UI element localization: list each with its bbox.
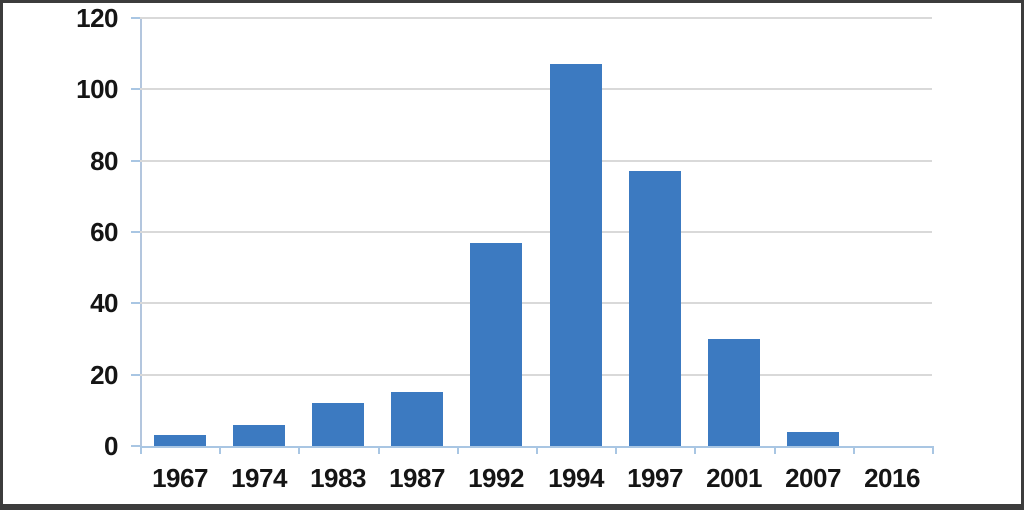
bar-1974: [233, 425, 285, 446]
x-tick-mark-4: [457, 446, 459, 454]
y-tick-label-60: 60: [90, 217, 118, 247]
y-tick-label-80: 80: [90, 145, 118, 176]
y-tick-mark-40: [131, 302, 140, 305]
y-tick-label-120: 120: [76, 3, 118, 33]
gridline-y-40: [140, 302, 932, 305]
x-tick-mark-7: [694, 446, 696, 454]
x-tick-label-1983: 1983: [310, 463, 366, 493]
x-tick-mark-end: [932, 446, 934, 454]
x-tick-label-1997: 1997: [627, 463, 683, 493]
bar-1994: [550, 64, 602, 446]
bar-1983: [312, 403, 364, 446]
y-tick-mark-100: [131, 88, 140, 91]
y-tick-mark-80: [131, 159, 140, 162]
y-tick-label-100: 100: [76, 74, 118, 105]
y-tick-label-0: 0: [104, 431, 118, 461]
bar-1997: [629, 171, 681, 446]
gridline-y-20: [140, 373, 932, 376]
gridline-y-120: [140, 17, 932, 19]
x-tick-mark-6: [615, 446, 617, 454]
x-tick-mark-0: [140, 446, 142, 454]
x-tick-mark-5: [536, 446, 538, 454]
x-tick-mark-8: [774, 446, 776, 454]
y-tick-mark-120: [131, 17, 140, 19]
x-tick-mark-9: [853, 446, 855, 454]
x-tick-label-2007: 2007: [785, 463, 841, 493]
x-tick-label-2001: 2001: [706, 463, 762, 493]
x-tick-label-1974: 1974: [231, 463, 287, 493]
x-tick-label-1967: 1967: [152, 463, 208, 493]
plot-area: [140, 17, 932, 446]
bar-2007: [787, 432, 839, 446]
x-tick-label-1994: 1994: [548, 463, 604, 493]
x-tick-label-1992: 1992: [468, 463, 524, 493]
y-tick-mark-60: [131, 231, 140, 233]
y-tick-mark-0: [131, 445, 140, 447]
bar-1992: [470, 243, 522, 446]
x-tick-label-2016: 2016: [864, 463, 920, 493]
x-tick-mark-1: [219, 446, 221, 454]
x-tick-mark-3: [378, 446, 380, 454]
x-tick-mark-2: [298, 446, 300, 454]
gridline-y-100: [140, 88, 932, 91]
bar-1987: [391, 392, 443, 446]
x-tick-label-1987: 1987: [389, 463, 445, 493]
bar-2001: [708, 339, 760, 446]
gridline-y-80: [140, 159, 932, 162]
y-tick-mark-20: [131, 373, 140, 376]
bar-1967: [154, 435, 206, 446]
y-tick-label-40: 40: [90, 288, 118, 319]
y-tick-label-20: 20: [90, 359, 118, 390]
y-axis-line: [140, 18, 142, 448]
gridline-y-60: [140, 231, 932, 233]
